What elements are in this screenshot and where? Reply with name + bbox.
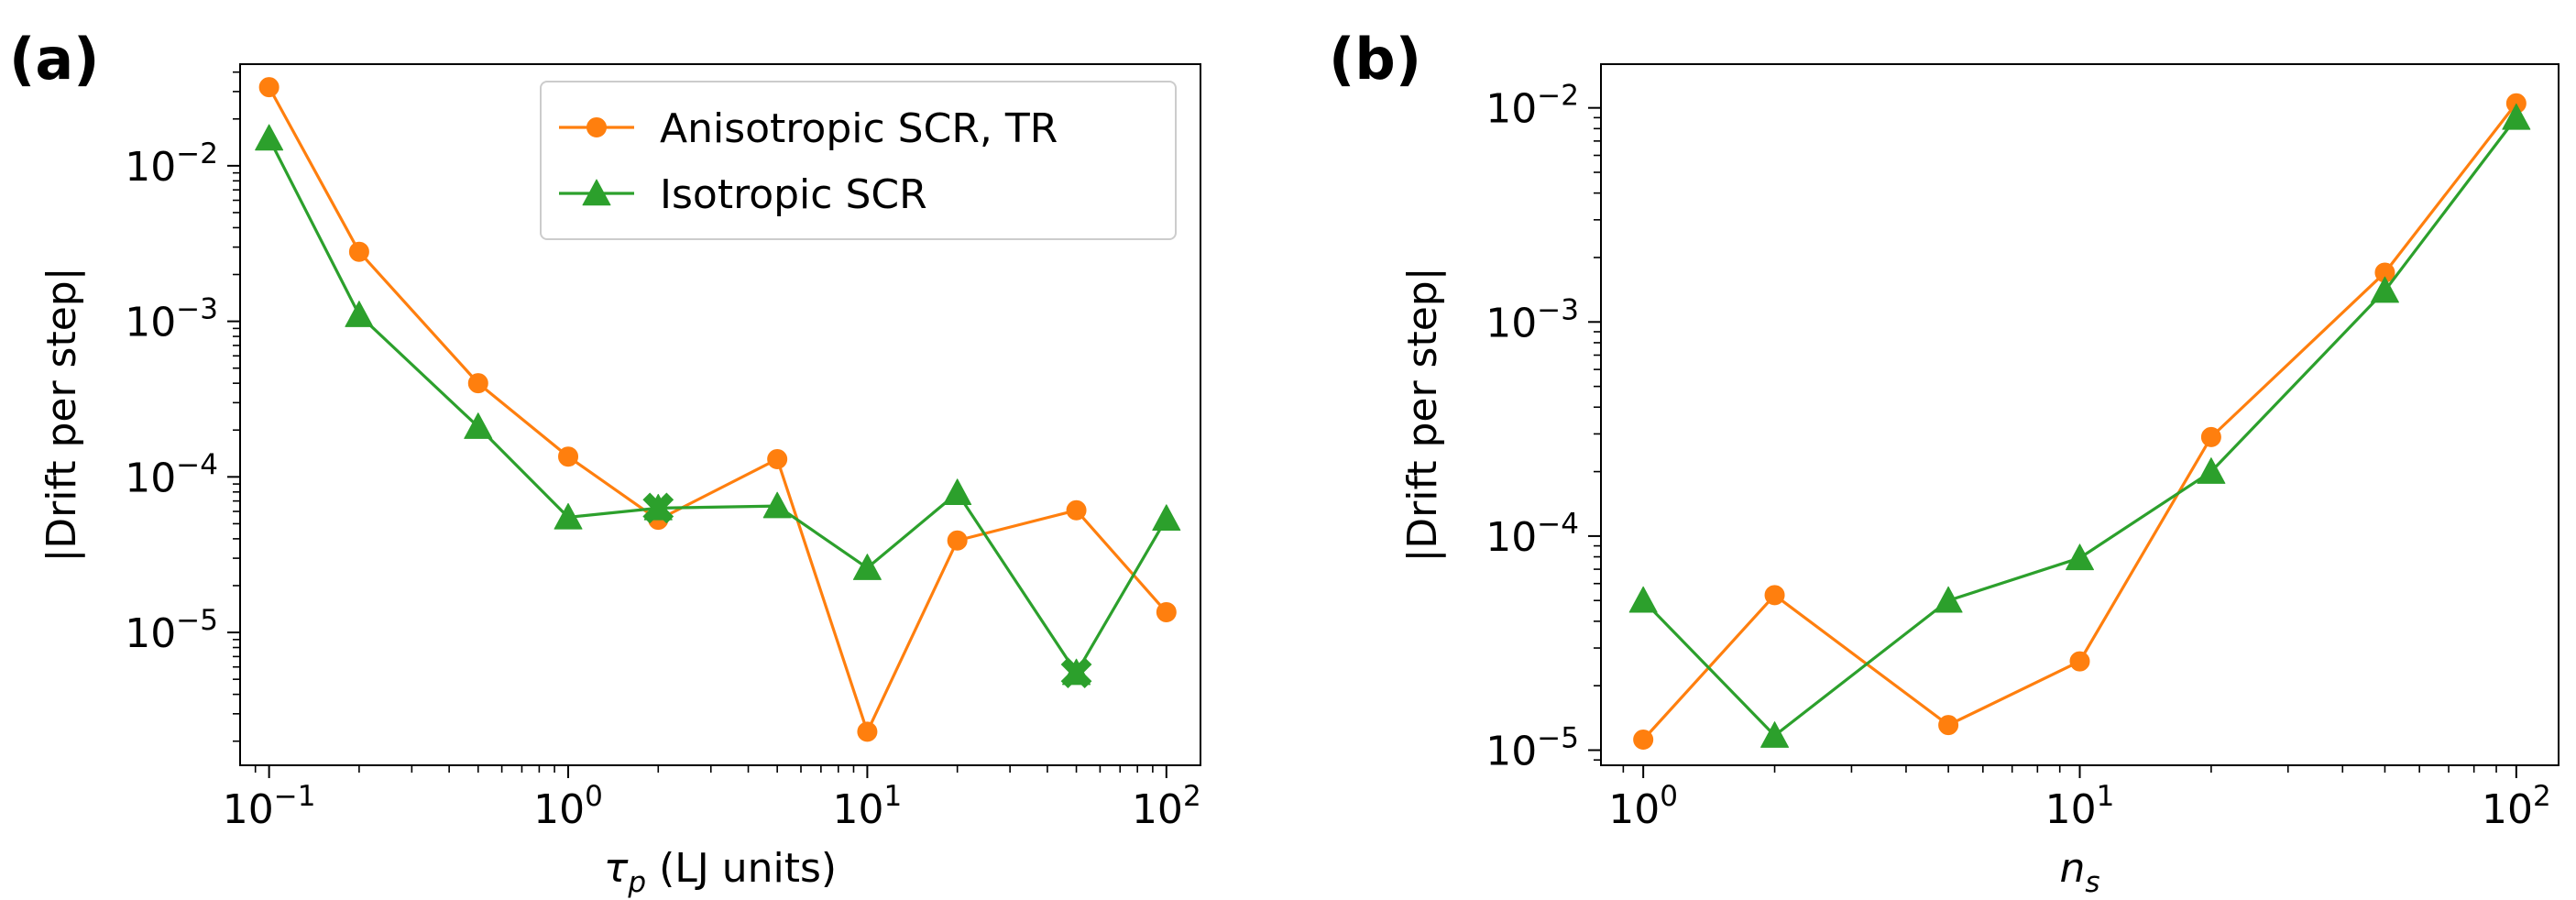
y-axis-label: |Drift per step| xyxy=(38,267,85,562)
data-point xyxy=(464,412,493,439)
y-tick-label: 10−2 xyxy=(125,137,218,191)
x-tick-label: 101 xyxy=(2045,780,2115,833)
minor-ticks xyxy=(1594,116,2497,773)
data-point xyxy=(2200,426,2221,447)
legend-circle-marker xyxy=(586,117,607,137)
legend-label: Isotropic SCR xyxy=(660,171,927,218)
highlight-x-marker xyxy=(1060,657,1092,689)
panel-label: (a) xyxy=(9,26,100,93)
data-point xyxy=(1628,586,1658,613)
series-line xyxy=(268,137,1168,675)
y-tick-label: 10−5 xyxy=(1485,722,1579,775)
data-point xyxy=(2197,457,2226,484)
data-point xyxy=(1760,721,1790,748)
data-point xyxy=(2069,651,2090,672)
series-line xyxy=(1641,102,2518,741)
x-axis-label: τp (LJ units) xyxy=(604,845,837,899)
series-anisotropic xyxy=(1633,93,2527,751)
data-point xyxy=(1156,601,1177,622)
data-point xyxy=(2502,103,2531,130)
panel-a: (a) 10−1 100 101 102 10−5 10−4 10−3 10−2 τp (LJ u… xyxy=(9,26,1201,899)
data-point xyxy=(1152,504,1181,532)
y-tick-label: 10−4 xyxy=(125,448,218,501)
y-axis-label: |Drift per step| xyxy=(1399,267,1446,562)
data-point xyxy=(345,301,374,327)
plot-frame xyxy=(1600,63,2560,766)
y-tick-label: 10−5 xyxy=(125,604,218,657)
x-tick-label: 100 xyxy=(1608,780,1678,833)
y-tick-label: 10−4 xyxy=(1485,508,1579,561)
series-line xyxy=(268,86,1168,734)
x-tick-label: 102 xyxy=(1132,780,1201,833)
y-tick-label: 10−2 xyxy=(1485,80,1579,133)
data-point xyxy=(1764,585,1785,606)
legend-entry: Anisotropic SCR, TR xyxy=(559,105,1058,152)
y-tick-label: 10−3 xyxy=(1485,293,1579,346)
x-tick-label: 10−1 xyxy=(223,780,316,833)
data-point xyxy=(857,721,878,742)
data-point xyxy=(2370,276,2399,303)
data-point xyxy=(1938,715,1959,736)
series-isotropic xyxy=(255,124,1181,689)
data-point xyxy=(467,373,488,394)
data-point xyxy=(2066,543,2094,571)
series-line xyxy=(1642,116,2518,738)
data-point xyxy=(348,241,369,262)
x-marker-stroke-b xyxy=(642,492,674,524)
legend-entry: Isotropic SCR xyxy=(559,171,927,218)
panel-b: (b) 100 101 102 10−5 10−4 10−3 10−2 ns |Drift per… xyxy=(1329,26,2560,899)
series-isotropic xyxy=(1628,103,2531,748)
data-point xyxy=(554,502,583,530)
data-point xyxy=(255,124,284,151)
legend-triangle-marker xyxy=(582,179,611,206)
data-point xyxy=(558,446,579,467)
data-point xyxy=(762,491,792,519)
data-point xyxy=(1934,586,1963,613)
panel-label: (b) xyxy=(1329,26,1421,93)
x-tick-label: 100 xyxy=(533,780,603,833)
legend-label: Anisotropic SCR, TR xyxy=(660,105,1058,152)
x-tick-label: 101 xyxy=(833,780,903,833)
data-point xyxy=(258,77,280,98)
data-point xyxy=(767,448,788,469)
data-point xyxy=(947,530,968,551)
legend: Anisotropic SCR, TR Isotropic SCR xyxy=(540,81,1177,240)
highlight-x-marker xyxy=(642,492,674,524)
data-point xyxy=(852,554,882,580)
y-tick-label: 10−3 xyxy=(125,293,218,346)
legend-box xyxy=(540,81,1177,240)
minor-ticks xyxy=(233,71,1154,773)
plot-frame xyxy=(239,63,1201,766)
x-tick-label: 102 xyxy=(2482,780,2551,833)
x-marker-stroke-b xyxy=(1060,657,1092,689)
data-point xyxy=(1066,499,1087,521)
x-axis-label: ns xyxy=(2059,845,2099,899)
data-point xyxy=(943,478,972,505)
data-point xyxy=(1633,730,1654,751)
